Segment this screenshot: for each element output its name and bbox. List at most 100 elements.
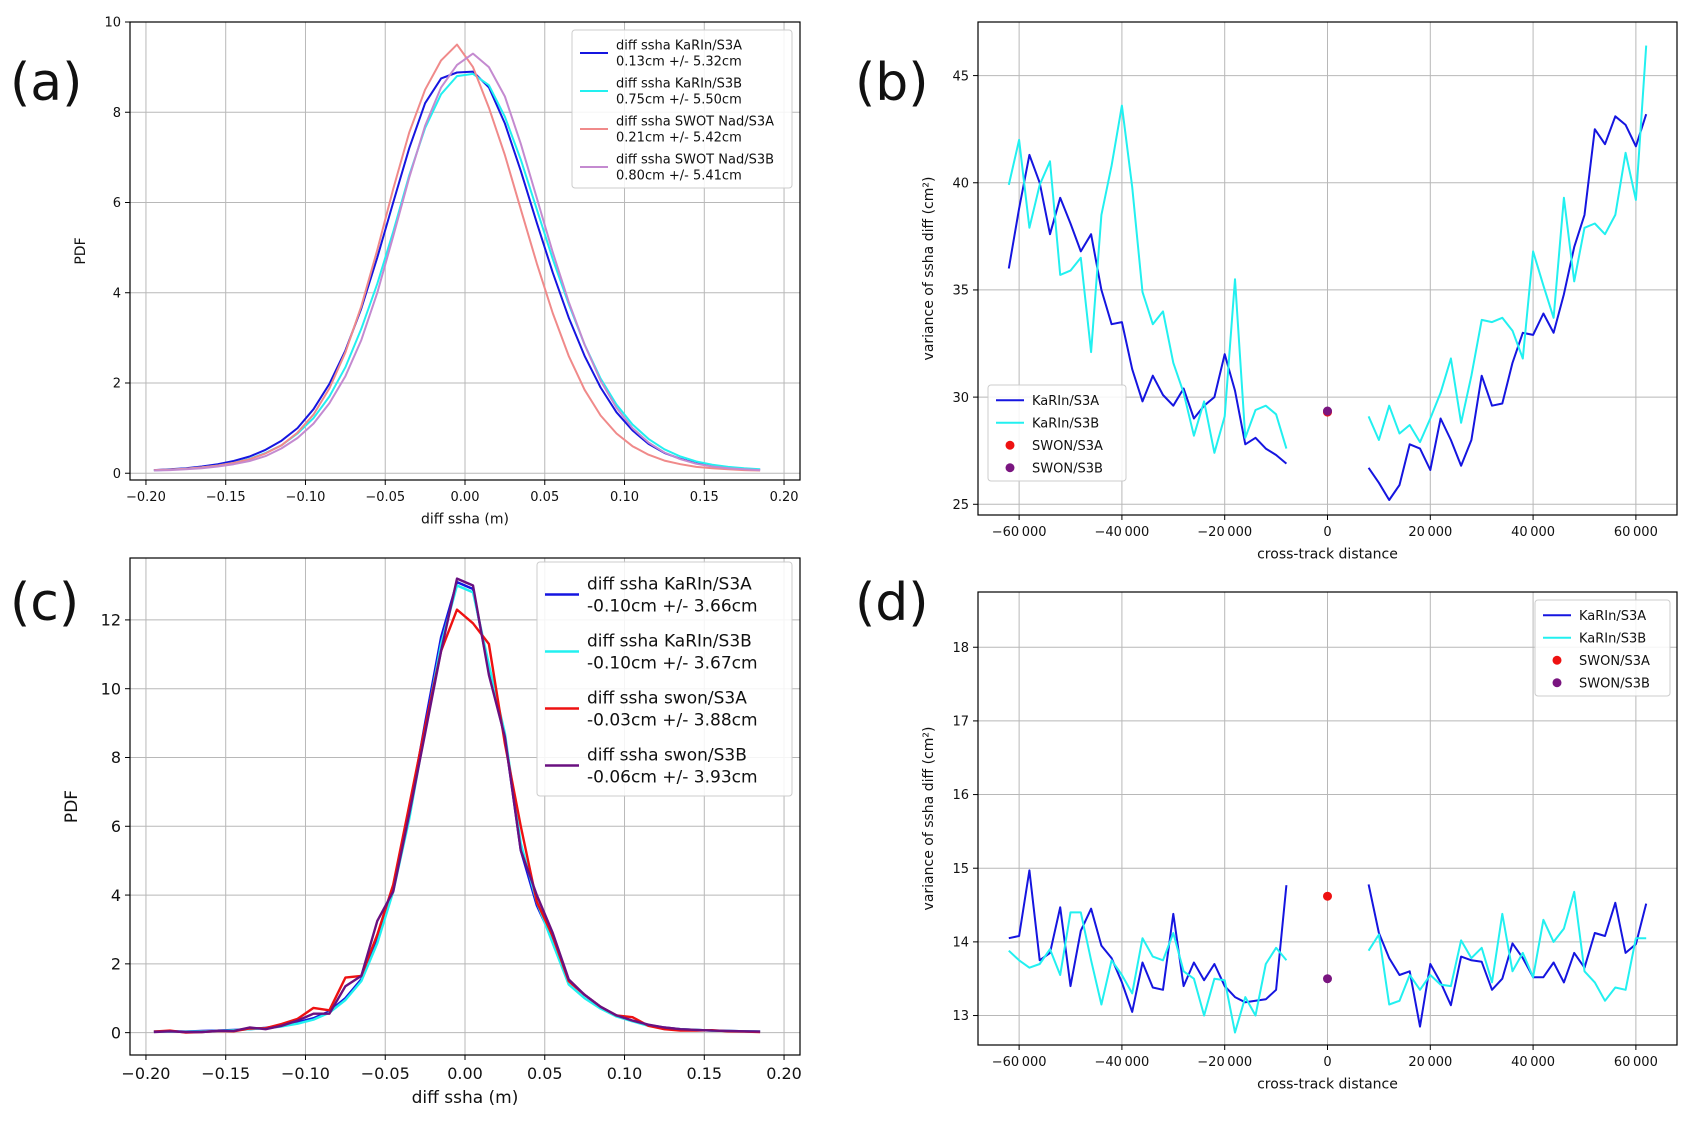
x-axis-label: cross-track distance [1257,546,1398,562]
legend-label-karin-s3a: diff ssha KaRIn/S3A [616,39,742,54]
legend-label-swot-nad-s3a: 0.21cm +/- 5.42cm [616,131,742,146]
x-tick-label: −40 000 [1094,525,1149,540]
x-tick-label: 0.20 [766,1064,802,1083]
y-tick-label: 15 [952,862,969,877]
y-tick-label: 16 [952,788,969,803]
panel-label: (c) [10,573,79,633]
legend-label-swon-s3a: SWON/S3A [1579,654,1650,669]
y-tick-label: 40 [952,176,969,191]
x-axis-label: diff ssha (m) [421,511,509,527]
x-tick-label: −0.10 [281,1064,330,1083]
axes-frame [977,591,1678,1046]
legend-marker-swon-s3a [1552,655,1562,665]
panel-a: (a) −0.20 −0.15 −0.10 −0.05 0.00 0.05 0.10 0.15 0… [10,16,801,527]
x-tick-label: −60 000 [992,1055,1047,1070]
y-tick-label: 0 [113,467,121,482]
legend-marker-swon-s3b [1005,463,1015,473]
axes-frame [129,21,801,481]
x-tick-label: −60 000 [992,525,1047,540]
y-tick-label: 8 [111,748,121,767]
x-tick-label: 40 000 [1511,1055,1555,1070]
x-tick-label: 0.15 [686,1064,722,1083]
y-axis-label: PDF [73,237,89,264]
series-line-karin-s3b [1008,911,1288,1034]
y-tick-label: 2 [111,955,121,974]
legend-label-karin-s3a: diff ssha KaRIn/S3A [587,574,752,594]
y-tick-label: 8 [113,106,121,121]
x-tick-label: 0 [1323,1055,1331,1070]
legend-label-swon-s3b: SWON/S3B [1032,461,1103,476]
legend-label-karin-s3b: diff ssha KaRIn/S3B [616,77,742,92]
series-point-swon-s3b [1323,406,1332,416]
x-tick-label: 0.20 [770,490,799,505]
legend-label-swot-nad-s3b: diff ssha SWOT Nad/S3B [616,153,774,168]
legend-label-swon-s3b: SWON/S3B [1579,676,1650,691]
series-line-swot-nad-s3a [153,43,761,472]
plot-area [153,43,761,472]
legend-box [536,561,793,797]
series-line-karin-s3a [1367,884,1648,1028]
legend-label-karin-s3b: 0.75cm +/- 5.50cm [616,93,742,108]
x-tick-label: −40 000 [1094,1055,1149,1070]
legend-label-swon-s3a: SWON/S3A [1032,439,1103,454]
x-tick-label: 0.00 [447,1064,483,1083]
series-line-karin-s3b [1007,104,1288,454]
axes-frame [977,21,1678,516]
x-tick-label: 0.10 [607,1064,643,1083]
x-tick-label: 0.10 [610,490,639,505]
panel-c: (c) −0.20 −0.15 −0.10 −0.05 0.00 0.05 0.10 0.15 0… [10,557,802,1108]
y-tick-label: 0 [111,1023,121,1042]
y-tick-label: 25 [952,498,969,513]
plot-area [1008,869,1648,1034]
panel-label: (a) [10,53,82,113]
x-tick-label: −0.05 [365,490,405,505]
axes-frame [129,557,801,1056]
legend-label-karin-s3a: KaRIn/S3A [1032,394,1099,409]
legend-label-swon-s3b: diff ssha swon/S3B [587,745,747,765]
legend-label-karin-s3a: 0.13cm +/- 5.32cm [616,55,742,70]
y-tick-label: 35 [952,284,969,299]
panel-b: (b) −60 000 −40 000 −20 000 0 20 000 40 000 60 … [855,21,1678,562]
x-tick-label: 40 000 [1511,525,1555,540]
y-tick-label: 18 [952,641,969,656]
y-axis-label: PDF [62,790,82,823]
series-line-karin-s3a [1008,869,1288,1013]
legend-label-swon-s3a: diff ssha swon/S3A [587,688,747,708]
legend-label-swot-nad-s3a: diff ssha SWOT Nad/S3A [616,115,774,130]
x-axis-label: cross-track distance [1257,1076,1398,1092]
legend-label-karin-s3b: -0.10cm +/- 3.67cm [587,653,758,673]
legend-label-karin-s3a: -0.10cm +/- 3.66cm [587,596,758,616]
x-tick-label: 0 [1323,525,1331,540]
y-axis-label: variance of ssha diff (cm²) [921,727,937,911]
legend-marker-swon-s3b [1552,678,1562,688]
y-tick-label: 30 [952,391,969,406]
x-tick-label: −20 000 [1197,1055,1252,1070]
x-tick-label: 60 000 [1614,525,1658,540]
y-tick-label: 13 [952,1009,969,1024]
series-line-karin-s3a [1367,113,1648,501]
y-tick-label: 6 [113,196,121,211]
legend-box [1534,599,1671,697]
panel-d: (d) −60 000 −40 000 −20 000 0 20 000 40 000 60 … [855,573,1678,1092]
y-tick-label: 12 [101,611,121,630]
x-tick-label: 0.05 [527,1064,563,1083]
legend-box [987,384,1127,482]
x-tick-label: −0.20 [121,1064,170,1083]
y-axis-label: variance of ssha diff (cm²) [921,177,937,361]
x-tick-label: 60 000 [1614,1055,1658,1070]
y-tick-label: 10 [101,679,121,698]
y-tick-label: 10 [104,16,121,31]
x-tick-label: 0.15 [690,490,719,505]
x-axis-label: diff ssha (m) [412,1088,519,1108]
y-tick-label: 4 [113,286,121,301]
x-tick-label: −0.10 [286,490,326,505]
legend-label-karin-s3b: diff ssha KaRIn/S3B [587,631,752,651]
x-tick-label: −0.15 [201,1064,250,1083]
series-line-karin-s3b [1367,890,1647,1006]
series-line-swon-s3b [153,577,761,1034]
y-tick-label: 2 [113,377,121,392]
x-tick-label: −0.05 [361,1064,410,1083]
x-tick-label: −0.15 [206,490,246,505]
